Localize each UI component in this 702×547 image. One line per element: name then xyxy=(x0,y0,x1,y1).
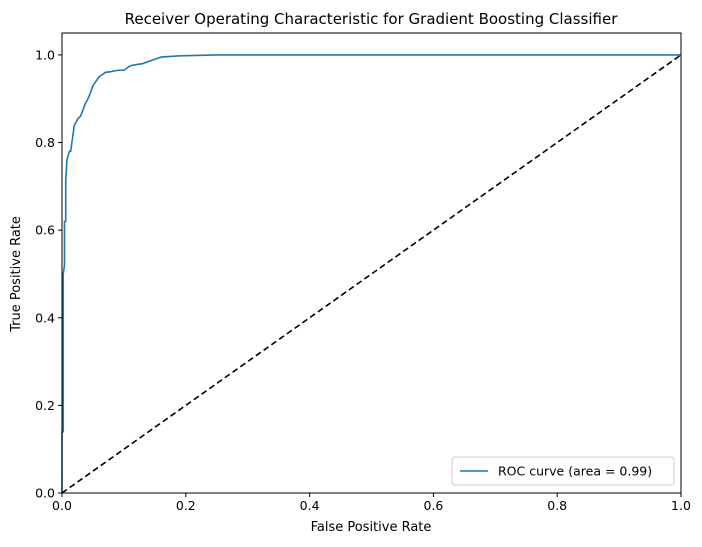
plot-frame xyxy=(61,32,682,494)
y-axis: 0.0 0.2 0.4 0.6 0.8 1.0 xyxy=(35,47,62,501)
y-tick-label: 0.4 xyxy=(35,310,55,325)
x-tick-label: 0.2 xyxy=(176,498,196,513)
x-tick-label: 0.8 xyxy=(547,498,567,513)
roc-curve-line xyxy=(61,54,681,493)
x-tick-label: 1.0 xyxy=(671,498,691,513)
x-tick-label: 0.4 xyxy=(300,498,320,513)
y-tick-label: 1.0 xyxy=(35,47,55,62)
x-axis: 0.0 0.2 0.4 0.6 0.8 1.0 xyxy=(52,493,691,513)
y-tick-label: 0.0 xyxy=(35,486,55,501)
chart-title: Receiver Operating Characteristic for Gr… xyxy=(125,10,619,28)
y-axis-label: True Positive Rate xyxy=(9,216,24,333)
x-axis-label: False Positive Rate xyxy=(311,520,432,535)
x-tick-label: 0.6 xyxy=(423,498,443,513)
legend: ROC curve (area = 0.99) xyxy=(451,456,675,486)
plot-area xyxy=(61,32,682,494)
legend-box xyxy=(451,456,675,486)
y-tick-label: 0.8 xyxy=(35,135,55,150)
y-tick-label: 0.2 xyxy=(35,398,55,413)
legend-label-roc: ROC curve (area = 0.99) xyxy=(498,464,652,479)
chance-diagonal-line xyxy=(61,54,682,494)
y-tick-label: 0.6 xyxy=(35,223,55,238)
x-tick-label: 0.0 xyxy=(52,498,72,513)
